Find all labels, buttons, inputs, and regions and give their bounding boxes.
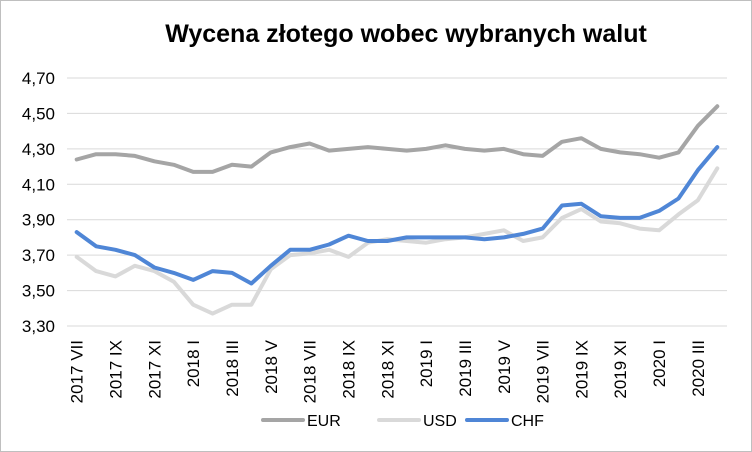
legend-label-chf: CHF: [511, 413, 544, 430]
x-tick-label: 2018 I: [184, 340, 203, 387]
x-tick-label: 2019 VII: [534, 340, 553, 403]
x-tick-label: 2017 IX: [107, 340, 126, 399]
x-tick-label: 2018 V: [262, 339, 281, 394]
y-tick-label: 4,10: [22, 175, 55, 194]
y-tick-label: 3,90: [22, 211, 55, 230]
y-tick-label: 4,30: [22, 140, 55, 159]
x-tick-label: 2017 VII: [68, 340, 87, 403]
chart-title: Wycena złotego wobec wybranych walut: [165, 20, 647, 48]
x-tick-label: 2019 V: [495, 339, 514, 394]
legend-label-eur: EUR: [307, 413, 341, 430]
series-line-chf: [74, 145, 720, 286]
x-tick-label: 2018 III: [223, 340, 242, 397]
x-tick-label: 2019 I: [417, 340, 436, 387]
y-tick-label: 3,30: [22, 317, 55, 336]
x-tick-label: 2020 I: [650, 340, 669, 387]
y-tick-label: 3,70: [22, 246, 55, 265]
series-line-eur: [74, 104, 720, 174]
y-tick-label: 4,70: [22, 69, 55, 88]
legend-label-usd: USD: [423, 413, 457, 430]
x-tick-label: 2017 XI: [145, 340, 164, 399]
x-tick-label: 2019 IX: [572, 340, 591, 399]
y-tick-label: 4,50: [22, 104, 55, 123]
x-tick-label: 2020 III: [689, 340, 708, 397]
x-tick-label: 2019 III: [456, 340, 475, 397]
x-tick-label: 2018 XI: [378, 340, 397, 399]
x-tick-label: 2018 IX: [339, 340, 358, 399]
x-tick-label: 2018 VII: [301, 340, 320, 403]
x-tick-label: 2019 XI: [611, 340, 630, 399]
y-tick-label: 3,50: [22, 282, 55, 301]
